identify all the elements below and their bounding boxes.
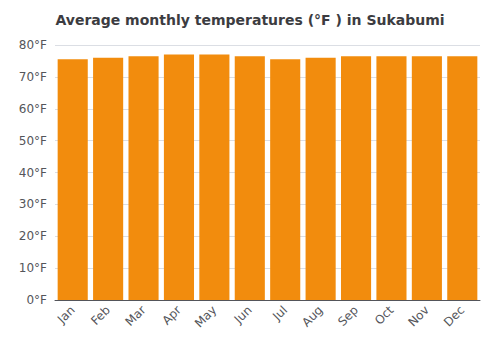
svg-text:0°F: 0°F [26, 293, 47, 307]
svg-text:Oct: Oct [372, 303, 397, 328]
svg-text:Mar: Mar [123, 303, 149, 329]
svg-text:60°F: 60°F [19, 102, 47, 116]
svg-text:Jun: Jun [231, 303, 255, 327]
svg-text:30°F: 30°F [19, 197, 47, 211]
svg-text:Aug: Aug [299, 303, 325, 329]
svg-text:20°F: 20°F [19, 229, 47, 243]
svg-text:Nov: Nov [405, 303, 431, 329]
svg-text:Feb: Feb [88, 303, 113, 328]
svg-text:Sep: Sep [335, 303, 361, 329]
svg-text:40°F: 40°F [19, 166, 47, 180]
svg-text:50°F: 50°F [19, 134, 47, 148]
svg-text:Dec: Dec [441, 303, 467, 329]
svg-text:70°F: 70°F [19, 70, 47, 84]
svg-text:Jan: Jan [54, 303, 78, 327]
svg-text:Apr: Apr [159, 303, 184, 328]
svg-text:10°F: 10°F [19, 261, 47, 275]
svg-text:Average monthly temperatures (: Average monthly temperatures (°F ) in Su… [55, 12, 444, 28]
svg-text:May: May [192, 303, 219, 330]
svg-text:80°F: 80°F [19, 38, 47, 52]
svg-text:Jul: Jul [269, 303, 290, 324]
